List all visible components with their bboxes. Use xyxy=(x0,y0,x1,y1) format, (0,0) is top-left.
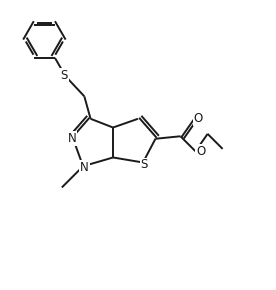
Text: S: S xyxy=(61,69,68,81)
Text: O: O xyxy=(196,145,206,158)
Text: N: N xyxy=(80,161,89,174)
Text: S: S xyxy=(140,158,148,171)
Text: N: N xyxy=(67,132,76,145)
Text: O: O xyxy=(193,113,203,125)
